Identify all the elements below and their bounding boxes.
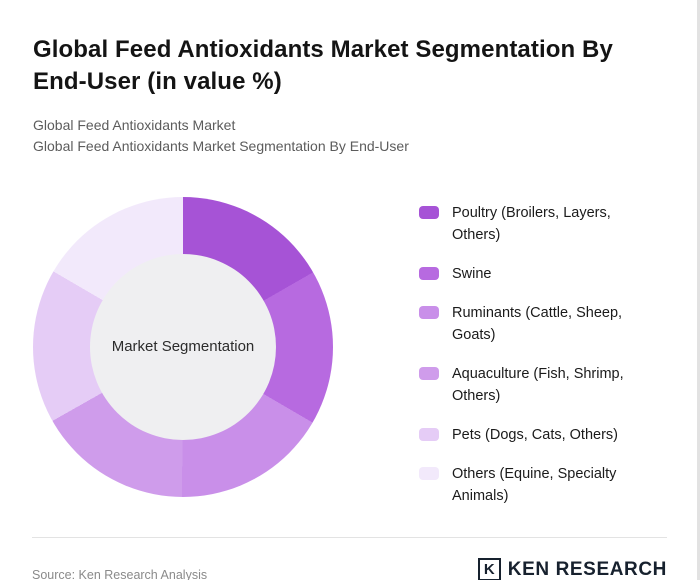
legend-swatch <box>419 266 439 280</box>
donut-hole: Market Segmentation <box>90 253 276 440</box>
subtitle-market: Global Feed Antioxidants Market <box>33 116 236 133</box>
legend-label: Aquaculture (Fish, Shrimp, Others) <box>452 365 624 404</box>
legend-item-others: Others (Equine, Specialty Animals) <box>419 463 655 507</box>
legend-item-pets: Pets (Dogs, Cats, Others) <box>419 424 655 446</box>
legend-item-ruminants: Ruminants (Cattle, Sheep, Goats) <box>419 302 655 346</box>
page-title: Global Feed Antioxidants Market Segmenta… <box>33 36 613 96</box>
legend-swatch <box>419 366 439 380</box>
legend-swatch <box>419 205 439 219</box>
chart-area: Market Segmentation Poultry (Broilers, L… <box>33 196 665 507</box>
legend-item-aquaculture: Aquaculture (Fish, Shrimp, Others) <box>419 363 655 407</box>
legend-label: Swine <box>452 265 492 282</box>
source-note: Source: Ken Research Analysis <box>32 568 208 580</box>
ken-research-logo-text: KEN RESEARCH <box>507 558 667 580</box>
ken-research-logo: K KEN RESEARCH <box>477 558 667 580</box>
page-footer: Source: Ken Research Analysis K KEN RESE… <box>32 537 667 580</box>
donut-chart-wrap: Market Segmentation <box>33 196 333 497</box>
donut-center-label: Market Segmentation <box>111 338 255 356</box>
legend-label: Pets (Dogs, Cats, Others) <box>452 426 618 443</box>
subtitle-segmentation: Global Feed Antioxidants Market Segmenta… <box>33 137 409 154</box>
footer-divider <box>32 537 667 538</box>
legend-label: Poultry (Broilers, Layers, Others) <box>452 204 611 243</box>
legend-swatch <box>419 305 439 319</box>
legend-label: Ruminants (Cattle, Sheep, Goats) <box>452 304 623 343</box>
legend-swatch <box>419 427 439 441</box>
legend-label: Others (Equine, Specialty Animals) <box>452 465 617 504</box>
legend-swatch <box>419 466 439 480</box>
ken-research-logo-icon: K <box>477 558 501 580</box>
chart-legend: Poultry (Broilers, Layers, Others) Swine… <box>419 202 655 507</box>
legend-item-swine: Swine <box>419 263 655 285</box>
legend-item-poultry: Poultry (Broilers, Layers, Others) <box>419 202 655 246</box>
